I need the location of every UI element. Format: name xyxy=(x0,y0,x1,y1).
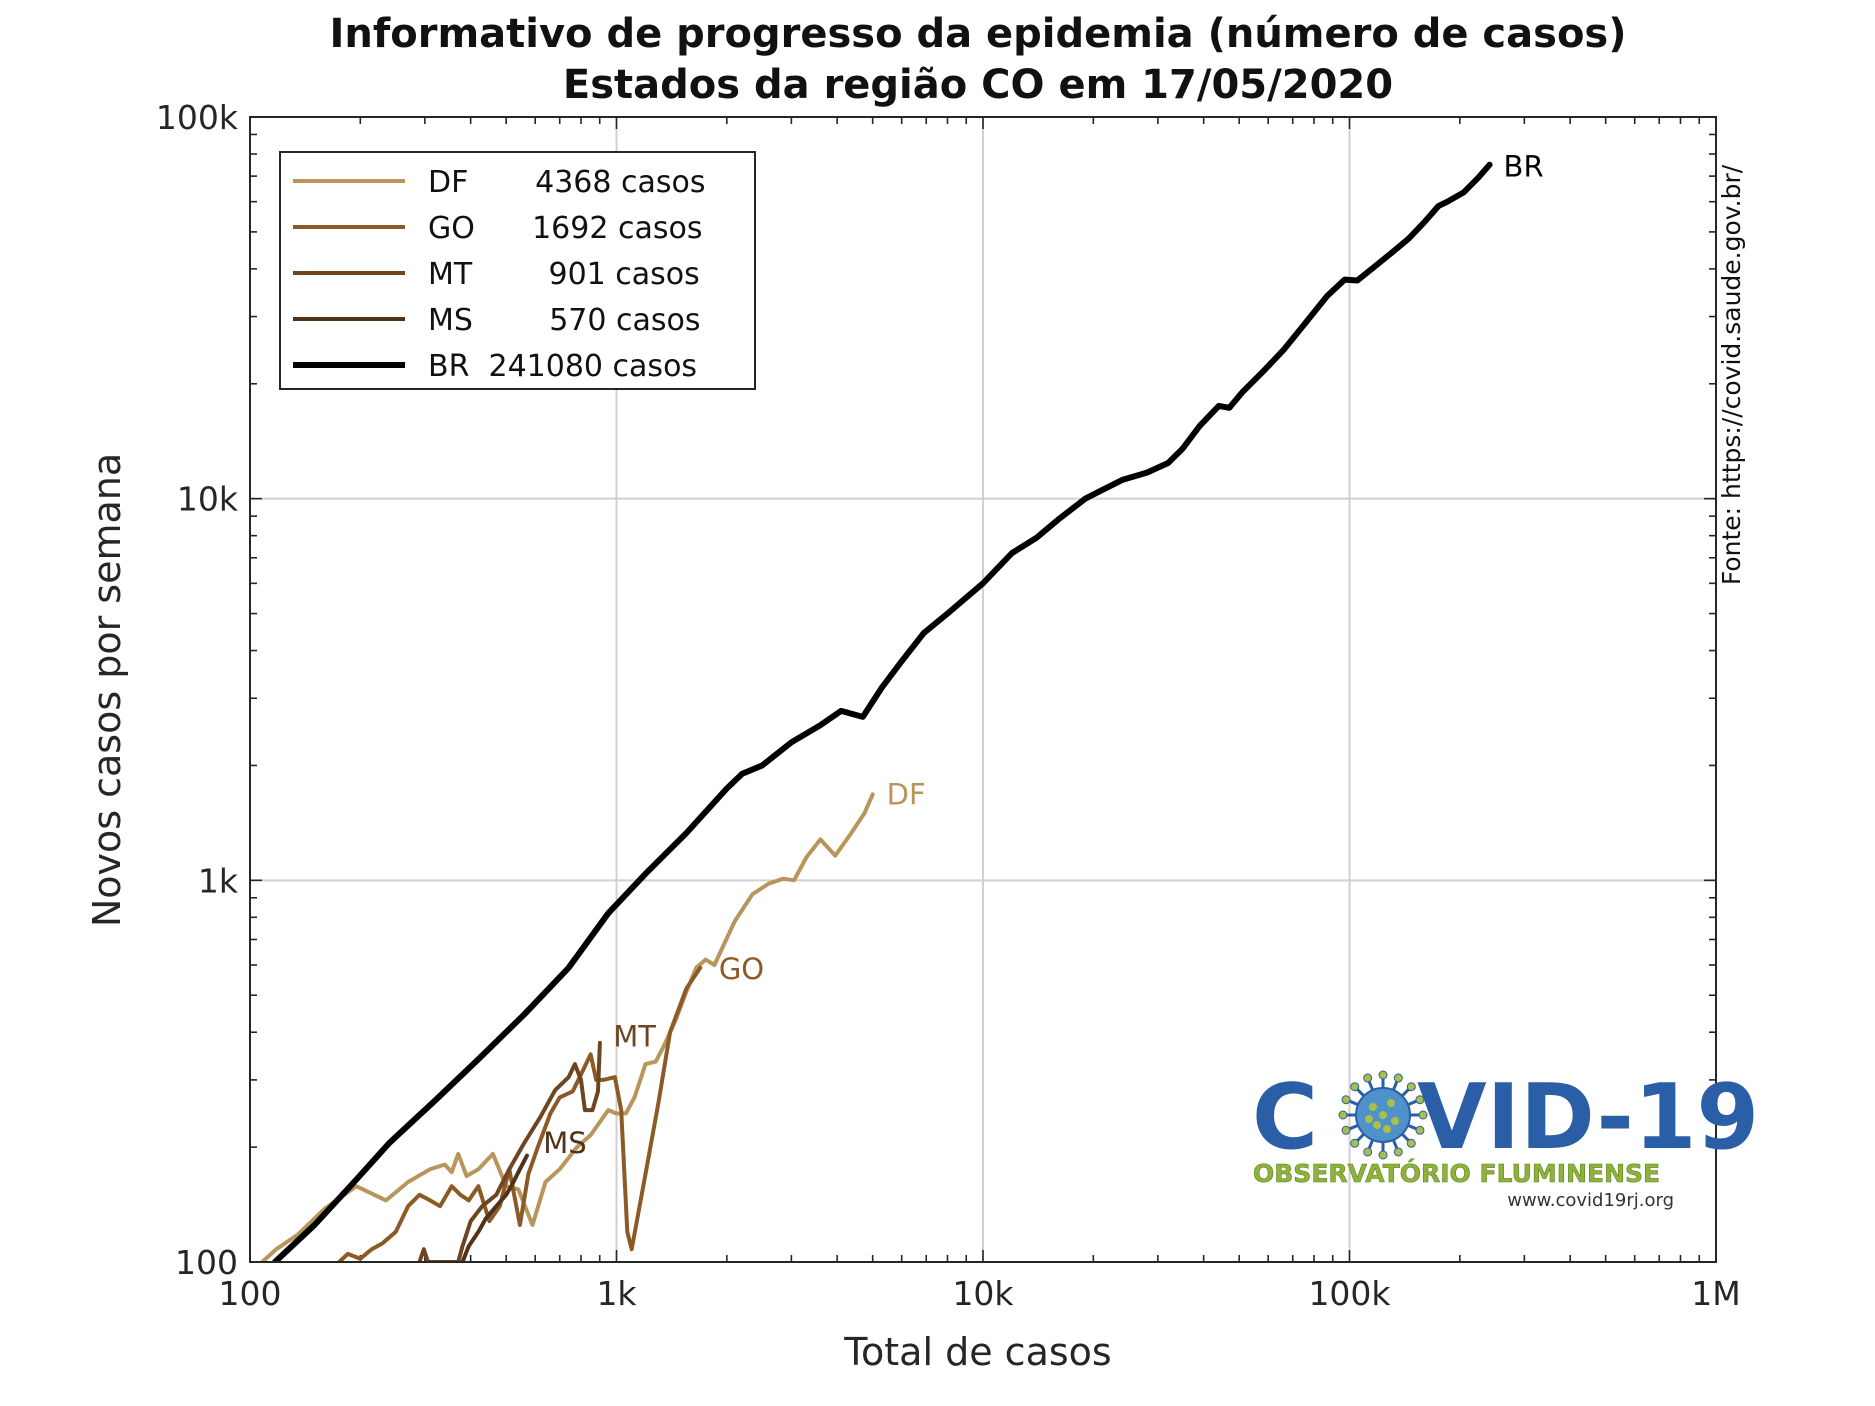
series-label-mt: MT xyxy=(613,1020,656,1054)
x-tick-label: 1M xyxy=(1691,1274,1740,1313)
logo-subtitle: OBSERVATÓRIO FLUMINENSE xyxy=(1253,1158,1660,1188)
source-note: Fonte: https://covid.saude.gov.br/ xyxy=(1717,164,1746,585)
series-line-br xyxy=(272,161,1493,1262)
plot-frame xyxy=(249,116,1717,1263)
series-line-mt xyxy=(417,1040,602,1262)
y-tick-label: 10k xyxy=(177,480,239,519)
legend-entry-df: DF 4368 casos xyxy=(428,165,706,200)
series-label-ms: MS xyxy=(543,1126,586,1160)
logo-url: www.covid19rj.org xyxy=(1507,1190,1674,1211)
y-tick-label: 100 xyxy=(175,1243,238,1282)
logo-c-letter: C xyxy=(1252,1065,1318,1170)
series-line-ms xyxy=(460,1153,529,1262)
y-tick-label: 1k xyxy=(198,861,239,900)
legend-entry-ms: MS 570 casos xyxy=(428,303,701,338)
series-label-go: GO xyxy=(719,952,764,986)
logo-vid-text: VID-19 xyxy=(1417,1065,1759,1170)
legend-entry-br: BR 241080 casos xyxy=(428,349,697,384)
legend: DF 4368 casos GO 1692 casos MT 901 casos MS… xyxy=(279,151,756,390)
x-tick-label: 1k xyxy=(596,1274,637,1313)
virus-icon xyxy=(1338,1070,1428,1160)
series-end-labels: DF GO MT MS BR xyxy=(543,150,1543,1160)
legend-entry-go: GO 1692 casos xyxy=(428,211,702,246)
chart-subtitle: Estados da região CO em 17/05/2020 xyxy=(563,62,1393,108)
series-line-df xyxy=(260,792,875,1262)
chart-title: Informativo de progresso da epidemia (nú… xyxy=(329,11,1626,57)
x-axis-label: Total de casos xyxy=(843,1330,1111,1374)
legend-box xyxy=(279,151,756,390)
x-tick-label: 100k xyxy=(1308,1274,1391,1313)
covid-logo: C VID-19 OBSERVATÓRIO FLUMINENSE www.cov… xyxy=(1252,1065,1759,1211)
y-axis-label: Novos casos por semana xyxy=(85,453,129,927)
x-tick-label: 10k xyxy=(952,1274,1014,1313)
series-label-br: BR xyxy=(1504,150,1544,184)
series-lines xyxy=(260,161,1493,1262)
x-tick-label: 100 xyxy=(219,1274,282,1313)
y-tick-label: 100k xyxy=(156,98,239,137)
legend-entry-mt: MT 901 casos xyxy=(428,257,700,292)
series-line-go xyxy=(337,965,703,1262)
series-label-df: DF xyxy=(887,777,926,811)
tick-labels: 100 1k 10k 100k 1M 100 1k 10k 100k xyxy=(156,98,1741,1313)
